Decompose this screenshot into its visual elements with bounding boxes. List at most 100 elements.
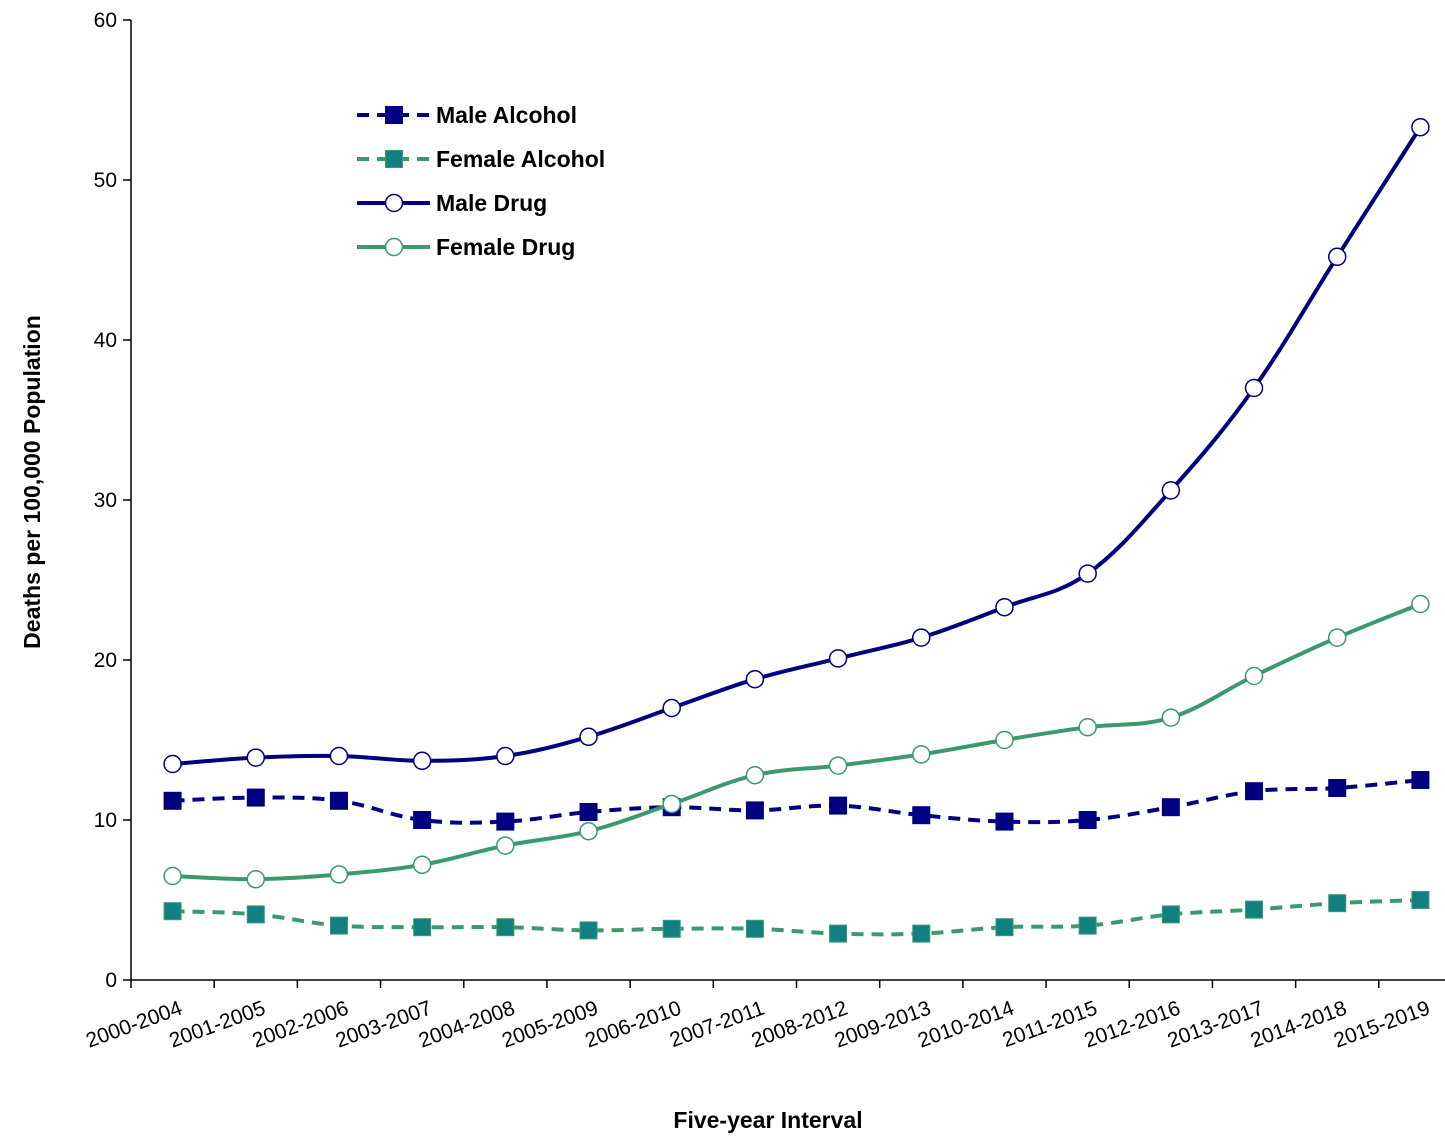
- data-point-female-drug: [1246, 668, 1263, 685]
- data-point-male-drug: [996, 599, 1013, 616]
- data-point-female-alcohol: [164, 903, 181, 920]
- data-point-female-alcohol: [247, 906, 264, 923]
- data-point-female-alcohol: [1162, 906, 1179, 923]
- data-point-female-alcohol: [497, 919, 514, 936]
- series-line-female-drug: [173, 604, 1421, 879]
- data-point-male-alcohol: [247, 789, 264, 806]
- x-tick-label: 2008-2012: [748, 997, 850, 1053]
- x-tick-label: 2009-2013: [832, 997, 934, 1053]
- series-layer: [164, 119, 1429, 942]
- x-tick-label: 2006-2010: [582, 997, 684, 1053]
- data-point-female-drug: [414, 856, 431, 873]
- data-point-female-alcohol: [746, 920, 763, 937]
- data-point-male-alcohol: [330, 792, 347, 809]
- data-point-male-drug: [1329, 248, 1346, 265]
- data-point-female-alcohol: [1329, 895, 1346, 912]
- data-point-female-drug: [1412, 596, 1429, 613]
- data-point-female-drug: [996, 732, 1013, 749]
- data-point-female-drug: [1162, 709, 1179, 726]
- x-tick-label: 2004-2008: [416, 997, 518, 1053]
- data-point-female-drug: [580, 823, 597, 840]
- data-point-female-drug: [247, 871, 264, 888]
- data-point-female-alcohol: [996, 919, 1013, 936]
- data-point-male-alcohol: [1329, 780, 1346, 797]
- data-point-male-drug: [1162, 482, 1179, 499]
- x-tick-label: 2012-2016: [1081, 997, 1183, 1053]
- y-tick-label: 30: [94, 489, 117, 512]
- data-point-male-drug: [330, 748, 347, 765]
- data-point-female-alcohol: [414, 919, 431, 936]
- data-point-female-drug: [330, 866, 347, 883]
- x-tick-label: 2010-2014: [915, 997, 1018, 1053]
- legend-label-female-drug: Female Drug: [436, 234, 575, 260]
- data-point-female-drug: [746, 767, 763, 784]
- series-line-female-alcohol: [173, 900, 1421, 934]
- legend-marker-male-drug: [386, 195, 403, 212]
- series-line-male-drug: [173, 127, 1421, 764]
- series-male-alcohol: [164, 772, 1429, 831]
- x-tick-label: 2005-2009: [499, 997, 601, 1053]
- data-point-female-alcohol: [1246, 901, 1263, 918]
- series-line-male-alcohol: [173, 780, 1421, 823]
- data-point-male-drug: [497, 748, 514, 765]
- y-ticks: 0 10 20 30 40 50 60: [94, 9, 131, 992]
- y-tick-label: 60: [94, 9, 117, 32]
- x-tick-label: 2002-2006: [249, 997, 351, 1053]
- data-point-female-drug: [164, 868, 181, 885]
- data-point-female-alcohol: [1079, 917, 1096, 934]
- data-point-female-drug: [1079, 719, 1096, 736]
- data-point-female-alcohol: [913, 925, 930, 942]
- data-point-female-drug: [830, 757, 847, 774]
- y-tick-label: 0: [105, 969, 117, 992]
- data-point-male-alcohol: [1246, 783, 1263, 800]
- data-point-male-alcohol: [414, 812, 431, 829]
- legend: Male Alcohol Female Alcohol Male Drug Femal…: [357, 102, 605, 260]
- data-point-male-alcohol: [830, 797, 847, 814]
- data-point-male-drug: [913, 629, 930, 646]
- data-point-male-alcohol: [164, 792, 181, 809]
- data-point-female-alcohol: [580, 922, 597, 939]
- y-tick-label: 10: [94, 809, 117, 832]
- series-male-drug: [164, 119, 1429, 773]
- data-point-male-drug: [830, 650, 847, 667]
- series-female-drug: [164, 596, 1429, 888]
- x-tick-label: 2014-2018: [1248, 997, 1350, 1053]
- y-axis-title: Deaths per 100,000 Population: [19, 315, 45, 649]
- x-tick-label: 2001-2005: [166, 997, 268, 1053]
- data-point-male-drug: [746, 671, 763, 688]
- legend-marker-female-alcohol: [386, 151, 403, 168]
- data-point-female-alcohol: [1412, 892, 1429, 909]
- data-point-male-drug: [663, 700, 680, 717]
- legend-marker-female-drug: [386, 239, 403, 256]
- data-point-female-drug: [497, 837, 514, 854]
- data-point-male-alcohol: [1079, 812, 1096, 829]
- data-point-female-drug: [913, 746, 930, 763]
- x-tick-label: 2015-2019: [1331, 997, 1433, 1053]
- y-tick-label: 50: [94, 169, 117, 192]
- data-point-female-alcohol: [663, 920, 680, 937]
- data-point-male-drug: [580, 728, 597, 745]
- legend-label-male-alcohol: Male Alcohol: [436, 102, 577, 128]
- data-point-female-drug: [1329, 629, 1346, 646]
- data-point-male-drug: [1246, 380, 1263, 397]
- series-female-alcohol: [164, 892, 1429, 943]
- data-point-male-drug: [164, 756, 181, 773]
- x-tick-label: 2013-2017: [1164, 997, 1266, 1053]
- data-point-male-alcohol: [497, 813, 514, 830]
- legend-label-female-alcohol: Female Alcohol: [436, 146, 605, 172]
- data-point-female-alcohol: [830, 925, 847, 942]
- data-point-male-alcohol: [1162, 799, 1179, 816]
- axes: [131, 20, 1445, 980]
- data-point-female-alcohol: [330, 917, 347, 934]
- y-tick-label: 40: [94, 329, 117, 352]
- data-point-male-alcohol: [1412, 772, 1429, 789]
- x-axis-title: Five-year Interval: [673, 1107, 862, 1133]
- data-point-male-drug: [1412, 119, 1429, 136]
- data-point-male-drug: [1079, 565, 1096, 582]
- data-point-male-alcohol: [580, 804, 597, 821]
- x-ticks: 2000-20042001-20052002-20062003-20072004…: [83, 980, 1433, 1053]
- data-point-male-alcohol: [913, 807, 930, 824]
- legend-marker-male-alcohol: [386, 107, 403, 124]
- data-point-male-drug: [247, 749, 264, 766]
